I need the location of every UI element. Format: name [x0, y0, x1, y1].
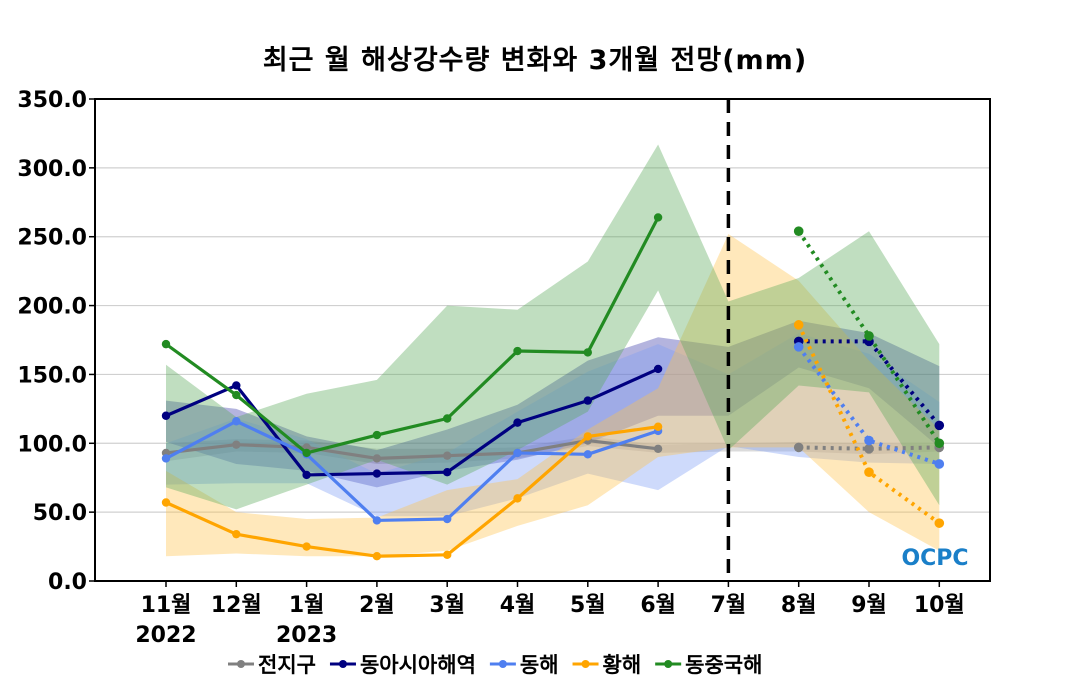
observed-point	[513, 448, 522, 458]
observed-point	[161, 454, 171, 463]
legend-swatch-marker	[498, 660, 507, 668]
legend-swatch-marker	[664, 660, 673, 668]
x-year-label: 2023	[276, 623, 337, 648]
observed-point	[372, 552, 382, 561]
observed-point	[232, 417, 241, 426]
observed-point	[583, 450, 592, 459]
legend-label: 동해	[520, 653, 559, 677]
observed-point	[513, 346, 522, 356]
observed-point	[653, 422, 663, 431]
observed-point	[302, 470, 311, 480]
x-axis: 11월 12월 1월 2월 3월 4월 5월 6월 7월 8월 9월 10월 2022 2023	[135, 581, 965, 648]
observed-point	[583, 432, 592, 441]
gridlines	[95, 167, 990, 513]
observed-point	[232, 440, 241, 449]
observed-point	[161, 411, 171, 420]
observed-point	[372, 516, 382, 525]
observed-point	[372, 454, 382, 463]
observed-point	[653, 213, 663, 222]
observed-point	[513, 418, 522, 427]
forecast-point	[864, 331, 874, 341]
observed-point	[583, 396, 592, 405]
observed-point	[161, 339, 171, 349]
forecast-point	[793, 442, 804, 453]
x-tick-label: 7월	[711, 593, 747, 618]
ocpc-watermark-logo: OCPC	[901, 546, 968, 571]
x-tick-label: 2월	[359, 593, 395, 618]
forecast-point	[934, 438, 945, 449]
observed-point	[232, 390, 241, 400]
forecast-point	[934, 518, 945, 528]
x-tick-label: 1월	[289, 593, 325, 618]
x-year-label: 2022	[135, 623, 196, 648]
y-tick-label: 0.0	[48, 570, 87, 595]
forecast-point	[864, 443, 874, 454]
legend-label: 황해	[603, 653, 642, 677]
forecast-line	[797, 230, 941, 445]
legend: 전지구 동아시아해역 동해 황해 동중국해	[228, 653, 762, 677]
forecast-point	[793, 320, 804, 330]
legend-swatch-marker	[237, 660, 245, 668]
observed-point	[583, 348, 592, 357]
band-동중국해	[166, 144, 940, 510]
observed-point	[232, 381, 241, 390]
x-tick-label: 5월	[570, 593, 606, 618]
forecast-point	[864, 435, 874, 446]
x-tick-label: 11월	[141, 593, 192, 618]
series-lines	[161, 213, 945, 561]
legend-swatch-marker	[338, 660, 347, 668]
legend-swatch-marker	[581, 660, 590, 668]
y-tick-label: 200.0	[17, 295, 87, 320]
observed-point	[443, 514, 452, 524]
y-tick-label: 300.0	[17, 157, 87, 182]
observed-line	[165, 438, 659, 461]
chart-title: 최근 월 해상강수량 변화와 3개월 전망(mm)	[262, 45, 808, 76]
legend-label: 동중국해	[685, 653, 762, 677]
x-tick-label: 9월	[851, 593, 887, 618]
x-tick-label: 4월	[500, 593, 536, 618]
x-tick-label: 8월	[781, 593, 817, 618]
observed-point	[372, 430, 382, 440]
observed-line	[165, 216, 660, 455]
observed-line	[165, 425, 659, 558]
forecast-point	[793, 226, 804, 237]
y-tick-label: 350.0	[17, 88, 87, 113]
observed-point	[443, 414, 452, 423]
observed-point	[302, 542, 311, 551]
y-tick-label: 150.0	[17, 363, 87, 388]
observed-point	[161, 498, 171, 507]
observed-point	[443, 451, 452, 460]
observed-point	[302, 448, 311, 458]
x-tick-label: 3월	[429, 593, 465, 618]
x-tick-label: 10월	[914, 593, 965, 618]
observed-point	[513, 494, 522, 503]
band-동아시아해역	[166, 320, 940, 488]
observed-line	[165, 367, 659, 477]
observed-point	[443, 468, 452, 477]
y-tick-label: 250.0	[17, 226, 87, 251]
forecast-point	[934, 459, 945, 469]
ocpc-logo-text: OCPC	[901, 546, 968, 571]
y-axis: 0.0 50.0 100.0 150.0 200.0 250.0 300.0 350.0	[17, 88, 95, 595]
observed-line	[165, 419, 659, 523]
forecast-point	[793, 342, 804, 352]
plot-frame	[94, 98, 991, 582]
uncertainty-bands	[166, 144, 940, 557]
y-tick-label: 100.0	[17, 432, 87, 457]
legend-label: 동아시아해역	[360, 653, 476, 677]
observed-point	[232, 529, 241, 539]
observed-point	[372, 469, 382, 478]
band-동해	[166, 333, 940, 517]
legend-label: 전지구	[258, 653, 316, 677]
observed-point	[653, 444, 663, 453]
y-tick-label: 50.0	[33, 501, 87, 526]
x-tick-label: 12월	[211, 593, 262, 618]
forecast-point	[864, 467, 874, 478]
forecast-point	[934, 420, 945, 431]
x-tick-label: 6월	[640, 593, 676, 618]
band-황해	[166, 233, 940, 557]
observed-point	[443, 550, 452, 560]
observed-point	[653, 364, 663, 374]
